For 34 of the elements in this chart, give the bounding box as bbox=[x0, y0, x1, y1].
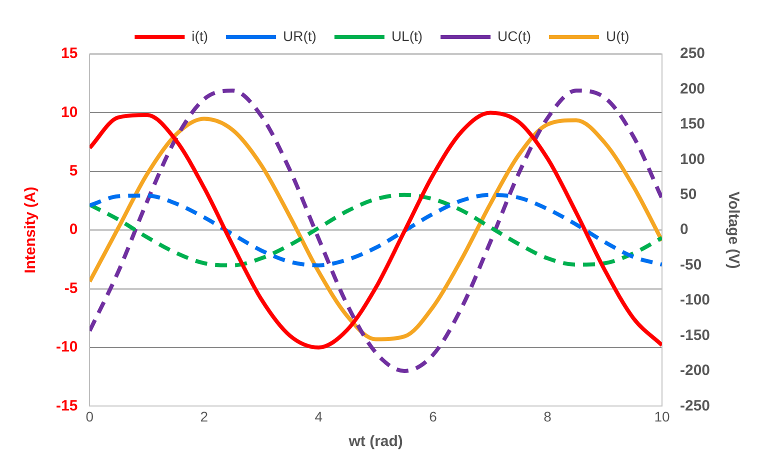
y-tick-label: 10 bbox=[60, 104, 78, 121]
y2-tick-label: -150 bbox=[680, 326, 710, 344]
y-axis-title: Intensity (A) bbox=[22, 186, 40, 274]
y2-tick-label: 200 bbox=[680, 80, 706, 98]
line-series bbox=[90, 192, 662, 268]
x-tick-label: 10 bbox=[654, 408, 670, 424]
y-tick-label: -10 bbox=[56, 338, 78, 356]
x-tick-label: 8 bbox=[544, 408, 552, 424]
x-tick-label: 4 bbox=[314, 408, 323, 424]
x-tick-label: 0 bbox=[86, 408, 94, 424]
y-tick-label: -5 bbox=[64, 280, 78, 297]
y2-axis-title: Voltage (V) bbox=[724, 191, 742, 269]
y-tick-label: 0 bbox=[69, 221, 78, 238]
y2-tick-label: 0 bbox=[680, 221, 688, 238]
y-tick-label: 15 bbox=[60, 45, 78, 62]
y2-tick-label: 150 bbox=[680, 116, 706, 133]
y2-tick-label: -200 bbox=[680, 362, 710, 380]
legend-label: UC(t) bbox=[498, 28, 531, 44]
y2-tick-label: -100 bbox=[680, 292, 710, 309]
legend-label: i(t) bbox=[192, 28, 208, 44]
x-tick-label: 2 bbox=[200, 408, 208, 424]
line-series bbox=[90, 88, 662, 373]
legend-label: UR(t) bbox=[283, 28, 316, 44]
y2-tick-label: 250 bbox=[680, 45, 706, 62]
y2-tick-label: 50 bbox=[680, 186, 697, 204]
y-tick-label: 5 bbox=[69, 162, 78, 180]
y-tick-label: -15 bbox=[56, 397, 78, 414]
y2-tick-label: -50 bbox=[680, 256, 702, 274]
x-axis-title: wt (rad) bbox=[348, 433, 403, 450]
legend-label: U(t) bbox=[606, 28, 630, 44]
x-tick-label: 6 bbox=[429, 408, 438, 424]
y2-tick-label: 100 bbox=[680, 150, 706, 168]
y2-tick-label: -250 bbox=[680, 397, 710, 414]
legend-label: UL(t) bbox=[391, 28, 423, 44]
